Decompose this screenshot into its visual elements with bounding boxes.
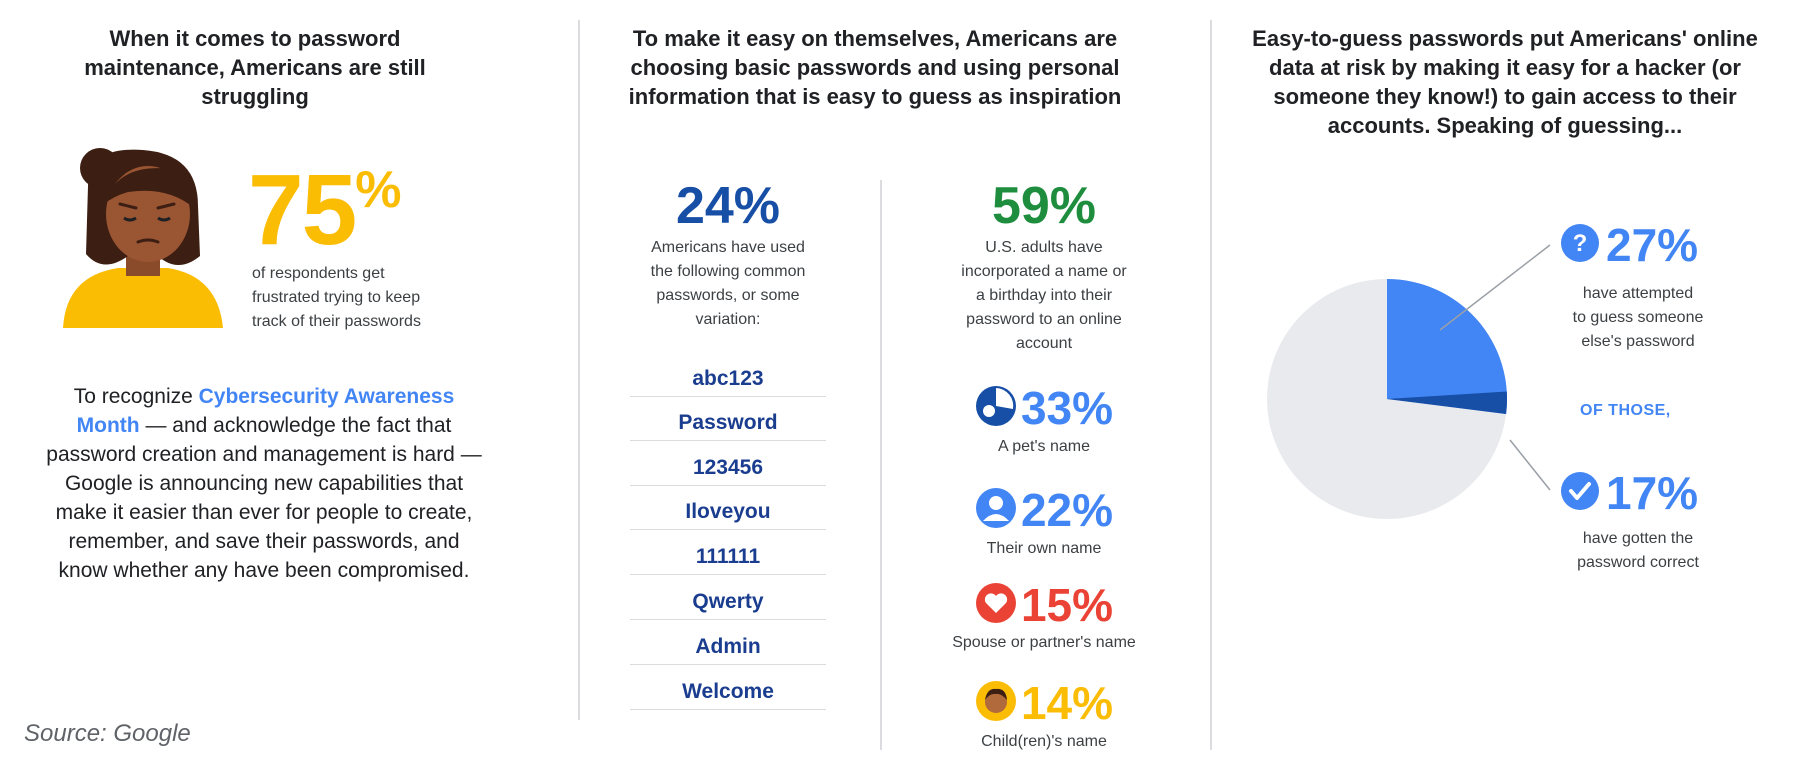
col2-right-desc-line: incorporated a name or [961, 263, 1127, 280]
pie-leader-lines [1439, 244, 1551, 491]
stat-correct-desc-line: have gotten the [1582, 530, 1694, 547]
stat-correct-desc-line: password correct [1577, 554, 1699, 571]
col2-left-stat: 24% [675, 177, 781, 235]
password-item: 111111 [695, 545, 761, 568]
breakdown-value: 14% [1020, 677, 1114, 729]
col1-stat-desc: of respondents get frustrated trying to … [252, 262, 482, 334]
password-divider [630, 709, 826, 710]
pie-chart [1262, 274, 1512, 524]
col2-right-stat: 59% [991, 177, 1097, 235]
col2-right-desc-line: account [1015, 335, 1073, 352]
pet-icon [975, 385, 1017, 432]
stat-guessed-desc-line: have attempted [1582, 285, 1694, 302]
breakdown-label: Their own name [986, 540, 1102, 557]
password-divider [630, 440, 826, 441]
col3-heading-text: Easy-to-guess passwords put Americans' o… [1252, 26, 1758, 138]
divider-left [578, 20, 580, 720]
password-item: Qwerty [692, 590, 764, 613]
breakdown-label: Child(ren)'s name [981, 733, 1107, 750]
col1-paragraph-rest: — and acknowledge the fact that password… [46, 414, 482, 582]
password-item: Iloveyou [685, 500, 771, 523]
stat-guessed-desc-line: else's password [1581, 333, 1695, 350]
col1-stat: 75% [248, 160, 401, 260]
password-item: abc123 [692, 367, 764, 390]
of-those-label: OF THOSE, [1580, 402, 1671, 419]
stat-guessed-value: 27% [1606, 219, 1699, 271]
svg-text:?: ? [1573, 230, 1588, 257]
pie-slice-correct [1387, 391, 1507, 415]
divider-middle [880, 180, 882, 750]
col1-stat-desc-line: track of their passwords [252, 313, 421, 330]
col2-right-desc: U.S. adults have incorporated a name or … [914, 236, 1174, 356]
password-divider [630, 485, 826, 486]
check-icon [1560, 471, 1600, 516]
col1-paragraph: To recognize Cybersecurity Awareness Mon… [44, 382, 484, 585]
pie-slice-guessed [1387, 279, 1507, 415]
col2-left-desc-line: variation: [695, 311, 761, 328]
col2-right-desc-line: password to an online [966, 311, 1122, 328]
password-divider [630, 574, 826, 575]
col1-stat-desc-line: frustrated trying to keep [252, 289, 421, 306]
col3-heading: Easy-to-guess passwords put Americans' o… [1250, 24, 1760, 140]
col2-left-desc-line: Americans have used [651, 239, 805, 256]
breakdown-label: Spouse or partner's name [952, 634, 1136, 651]
password-divider [630, 396, 826, 397]
stat-guessed-desc-line: to guess someone [1572, 309, 1704, 326]
breakdown-value: 22% [1020, 484, 1114, 536]
col2-heading-text: To make it easy on themselves, Americans… [628, 26, 1122, 109]
breakdown-spouse: 15% [934, 580, 1154, 630]
col1-heading: When it comes to password maintenance, A… [70, 24, 440, 111]
stat-correct-value: 17% [1606, 467, 1699, 519]
stat-correct: 17% [1560, 468, 1698, 518]
heart-icon [975, 582, 1017, 629]
cybersecurity-awareness-link[interactable]: Cybersecurity Awareness Month [76, 385, 455, 437]
password-item: Admin [695, 635, 761, 658]
col1-stat-suffix: % [355, 161, 401, 219]
password-divider [630, 664, 826, 665]
col2-heading: To make it easy on themselves, Americans… [620, 24, 1130, 111]
question-icon: ? [1560, 223, 1600, 268]
child-icon [975, 680, 1017, 727]
stat-guessed: ? 27% [1560, 220, 1698, 270]
password-item: 123456 [692, 456, 764, 479]
col2-right-desc-line: U.S. adults have [985, 239, 1103, 256]
col1-stat-desc-line: of respondents get [252, 265, 385, 282]
stat-correct-desc: have gotten the password correct [1528, 527, 1748, 575]
breakdown-own-name: 22% [934, 485, 1154, 535]
breakdown-value: 15% [1020, 579, 1114, 631]
breakdown-pet: 33% [934, 383, 1154, 433]
source-caption: Source: Google [24, 720, 191, 747]
col2-left-desc-line: passwords, or some [656, 287, 800, 304]
col1-paragraph-start: To recognize [73, 385, 199, 408]
password-item: Password [678, 411, 778, 434]
password-divider [630, 619, 826, 620]
password-divider [630, 529, 826, 530]
pie-chart-svg [1267, 279, 1507, 519]
person-icon [975, 487, 1017, 534]
col2-right-desc-line: a birthday into their [975, 287, 1113, 304]
col1-heading-text: When it comes to password maintenance, A… [84, 26, 426, 109]
divider-right [1210, 20, 1212, 750]
col2-left-desc-line: the following common [650, 263, 806, 280]
breakdown-child: 14% [934, 678, 1154, 728]
breakdown-label: A pet's name [998, 438, 1090, 455]
stat-guessed-desc: have attempted to guess someone else's p… [1528, 282, 1748, 354]
breakdown-value: 33% [1020, 382, 1114, 434]
col1-stat-value: 75 [248, 154, 357, 266]
woman-avatar-icon [58, 146, 228, 328]
col2-left-desc: Americans have used the following common… [618, 236, 838, 332]
password-item: Welcome [682, 680, 774, 703]
